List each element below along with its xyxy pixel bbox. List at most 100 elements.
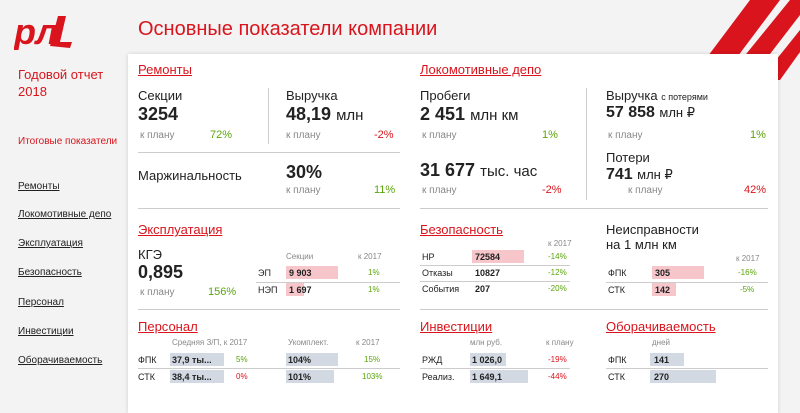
safety-row-name: НР bbox=[422, 252, 435, 262]
faults-row-value: 142 bbox=[655, 285, 671, 295]
repairs-margin-value: 30% bbox=[286, 162, 323, 182]
repairs-sections-label: Секции bbox=[138, 88, 183, 103]
depot-hours-plan: -2% bbox=[542, 184, 562, 196]
sidebar-item-investments[interactable]: Инвестиции bbox=[18, 326, 74, 337]
page-title: Основные показатели компании bbox=[138, 18, 438, 40]
rzd-logo: рл bbox=[14, 12, 72, 50]
repairs-revenue-label: Выручка bbox=[286, 88, 338, 103]
sidebar-item-depots[interactable]: Локомотивные депо bbox=[18, 209, 112, 220]
repairs-margin-plan: 11% bbox=[374, 184, 396, 196]
operation-row-name: НЭП bbox=[258, 285, 278, 295]
safety-row-delta: -14% bbox=[548, 252, 567, 261]
personnel-row-salary-delta: 5% bbox=[236, 355, 248, 364]
depot-losses-value: 741 млн ₽ bbox=[606, 166, 673, 183]
sidebar-item-operation[interactable]: Эксплуатация bbox=[18, 238, 83, 249]
faults-row-delta: -5% bbox=[740, 285, 755, 294]
operation-kge-plan: 156% bbox=[208, 286, 237, 298]
sidebar-item-safety[interactable]: Безопасность bbox=[18, 267, 82, 278]
depot-losses-plan: 42% bbox=[744, 184, 767, 196]
report-title: Годовой отчет 2018 bbox=[18, 67, 104, 99]
sidebar-item-personnel[interactable]: Персонал bbox=[18, 297, 64, 308]
operation-row-value: 9 903 bbox=[289, 268, 312, 278]
personnel-section-link[interactable]: Персонал bbox=[138, 319, 198, 334]
turnover-row-name: СТК bbox=[608, 372, 625, 382]
repairs-revenue-value: 48,19 млн bbox=[286, 104, 364, 124]
depot-revenue-plan-label: к плану bbox=[608, 130, 643, 141]
operation-row-delta: 1% bbox=[368, 285, 380, 294]
operation-col-2017: к 2017 bbox=[358, 252, 382, 261]
operation-kge-plan-label: к плану bbox=[140, 287, 175, 298]
repairs-sections-plan-label: к плану bbox=[140, 130, 175, 141]
depots-section-link[interactable]: Локомотивные депо bbox=[420, 62, 542, 77]
investments-col-rub: млн руб. bbox=[470, 338, 503, 347]
personnel-row-name: СТК bbox=[138, 372, 155, 382]
operation-row-value: 1 697 bbox=[289, 285, 312, 295]
svg-text:рл: рл bbox=[14, 12, 58, 50]
faults-subtitle: на 1 млн км bbox=[606, 237, 677, 252]
personnel-row-staff-delta: 15% bbox=[364, 355, 381, 364]
depot-hours-plan-label: к плану bbox=[422, 185, 457, 196]
safety-row-delta: -20% bbox=[548, 284, 567, 293]
safety-row-delta: -12% bbox=[548, 268, 567, 277]
investments-section-link[interactable]: Инвестиции bbox=[420, 319, 493, 334]
depot-revenue-value: 57 858 млн ₽ bbox=[606, 104, 695, 121]
turnover-row-value: 141 bbox=[654, 355, 670, 365]
depot-mileage-value: 2 451 млн км bbox=[420, 104, 519, 124]
depot-revenue-label: Выручка с потерями bbox=[606, 88, 708, 103]
investments-col-plan: к плану bbox=[546, 338, 574, 347]
safety-section-link[interactable]: Безопасность bbox=[420, 222, 503, 237]
repairs-sections-plan: 72% bbox=[210, 129, 233, 141]
personnel-row-staff: 104% bbox=[288, 355, 312, 365]
personnel-col-2017: к 2017 bbox=[356, 338, 380, 347]
sidebar-item-summary[interactable]: Итоговые показатели bbox=[18, 136, 118, 147]
personnel-col-salary: Средняя З/П, к 2017 bbox=[172, 338, 248, 347]
repairs-section-link[interactable]: Ремонты bbox=[138, 62, 192, 77]
personnel-row-salary: 38,4 ты... bbox=[172, 372, 212, 382]
sidebar-item-repairs[interactable]: Ремонты bbox=[18, 181, 60, 192]
depot-losses-plan-label: к плану bbox=[628, 185, 663, 196]
safety-row-value: 72584 bbox=[475, 252, 501, 262]
faults-col-2017: к 2017 bbox=[736, 254, 760, 263]
personnel-row-staff-delta: 103% bbox=[362, 372, 383, 381]
turnover-row-name: ФПК bbox=[608, 355, 627, 365]
faults-title: Неисправности bbox=[606, 222, 699, 237]
personnel-row-staff: 101% bbox=[288, 372, 312, 382]
safety-row-value: 207 bbox=[475, 284, 491, 294]
operation-kge-value: 0,895 bbox=[138, 262, 184, 282]
safety-row-name: Отказы bbox=[422, 268, 453, 278]
safety-row-value: 10827 bbox=[475, 268, 501, 278]
operation-col-sections: Секции bbox=[286, 252, 314, 261]
depot-revenue-plan: 1% bbox=[750, 129, 766, 141]
repairs-margin-label: Маржинальность bbox=[138, 168, 242, 183]
safety-row-name: События bbox=[422, 284, 460, 294]
personnel-col-staff: Укомплект. bbox=[288, 338, 329, 347]
investments-row-name: Реализ. bbox=[422, 372, 455, 382]
faults-row-value: 305 bbox=[655, 268, 671, 278]
investments-row-name: РЖД bbox=[422, 355, 443, 365]
investments-row-delta: -19% bbox=[548, 355, 567, 364]
turnover-row-value: 270 bbox=[654, 372, 670, 382]
personnel-row-salary: 37,9 ты... bbox=[172, 355, 212, 365]
investments-row-value: 1 649,1 bbox=[472, 372, 503, 382]
dashboard-card: Ремонты Секции 3254 к плану 72% Выручка … bbox=[128, 54, 778, 413]
investments-row-delta: -44% bbox=[548, 372, 567, 381]
depot-hours-value: 31 677 тыс. час bbox=[420, 160, 538, 180]
depot-mileage-label: Пробеги bbox=[420, 88, 471, 103]
safety-col-2017: к 2017 bbox=[548, 239, 572, 248]
depot-losses-label: Потери bbox=[606, 150, 650, 165]
faults-row-name: СТК bbox=[608, 285, 625, 295]
depot-mileage-plan-label: к плану bbox=[422, 130, 457, 141]
operation-row-name: ЭП bbox=[258, 268, 271, 278]
repairs-margin-plan-label: к плану bbox=[286, 185, 321, 196]
repairs-revenue-plan: -2% bbox=[374, 129, 394, 141]
operation-section-link[interactable]: Эксплуатация bbox=[138, 222, 223, 237]
faults-row-delta: -16% bbox=[738, 268, 757, 277]
personnel-row-salary-delta: 0% bbox=[236, 372, 248, 381]
investments-row-value: 1 026,0 bbox=[472, 355, 503, 365]
turnover-section-link[interactable]: Оборачиваемость bbox=[606, 319, 716, 334]
personnel-row-name: ФПК bbox=[138, 355, 157, 365]
repairs-sections-value: 3254 bbox=[138, 104, 179, 124]
depot-mileage-plan: 1% bbox=[542, 129, 558, 141]
faults-row-name: ФПК bbox=[608, 268, 627, 278]
sidebar-item-turnover[interactable]: Оборачиваемость bbox=[18, 355, 103, 366]
